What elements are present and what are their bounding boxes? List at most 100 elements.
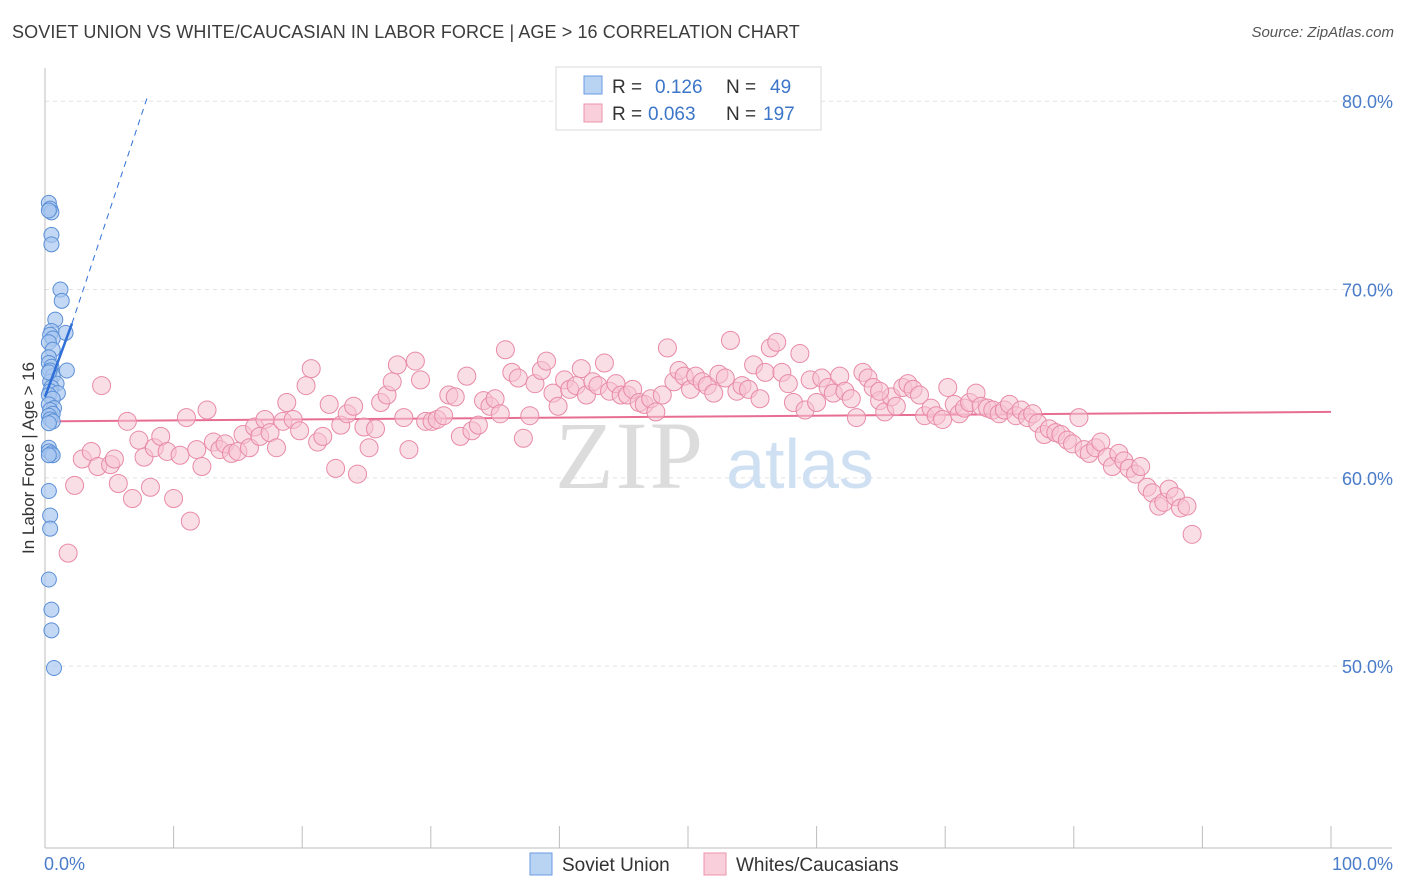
point-whites	[405, 351, 425, 371]
point-whites	[537, 351, 557, 371]
bottom-legend-whites: Whites/Caucasians	[736, 855, 899, 876]
point-soviet	[40, 447, 57, 464]
point-whites	[140, 477, 160, 497]
point-whites	[344, 396, 364, 416]
point-whites	[1177, 496, 1197, 516]
points-soviet	[40, 194, 75, 677]
legend-swatch-soviet	[583, 75, 603, 95]
point-whites	[277, 393, 297, 413]
point-soviet	[46, 660, 63, 677]
point-whites	[841, 389, 861, 409]
point-whites	[445, 387, 465, 407]
legend-r-value: 0.063	[648, 104, 696, 125]
source-label: Source: ZipAtlas.com	[1251, 24, 1394, 41]
point-whites	[164, 489, 184, 509]
point-whites	[434, 406, 454, 426]
point-soviet	[43, 601, 60, 618]
legend-r-label: R =	[612, 77, 642, 98]
y-tick-label: 80.0%	[1342, 92, 1393, 112]
point-whites	[909, 385, 929, 405]
point-whites	[266, 438, 286, 458]
point-whites	[382, 372, 402, 392]
bottom-legend-soviet: Soviet Union	[562, 855, 670, 876]
point-whites	[170, 445, 190, 465]
point-whites	[1131, 457, 1151, 477]
point-whites	[65, 475, 85, 495]
point-whites	[933, 409, 953, 429]
point-whites	[326, 458, 346, 478]
point-whites	[319, 394, 339, 414]
point-whites	[520, 406, 540, 426]
point-soviet	[40, 415, 57, 432]
point-whites	[180, 511, 200, 531]
point-whites	[495, 340, 515, 360]
gridlines	[45, 100, 1392, 667]
point-whites	[366, 419, 386, 439]
point-whites	[176, 408, 196, 428]
legend-box: R = 0.126 N = 49 R = 0.063 N = 197	[555, 66, 822, 131]
trend-line-soviet	[43, 322, 74, 398]
point-whites	[108, 473, 128, 493]
point-whites	[715, 368, 735, 388]
point-whites	[411, 370, 431, 390]
point-whites	[750, 389, 770, 409]
bottom-legend-swatch-whites	[703, 852, 727, 876]
point-soviet	[58, 362, 75, 379]
point-whites	[104, 449, 124, 469]
point-whites	[399, 440, 419, 460]
bottom-legend-swatch-soviet	[529, 852, 553, 876]
point-whites	[192, 457, 212, 477]
point-whites	[870, 381, 890, 401]
point-whites	[457, 366, 477, 386]
point-whites	[755, 362, 775, 382]
point-whites	[187, 440, 207, 460]
legend-r-value: 0.126	[655, 77, 703, 98]
point-whites	[790, 344, 810, 364]
point-whites	[92, 376, 112, 396]
point-whites	[508, 368, 528, 388]
point-whites	[652, 385, 672, 405]
point-whites	[359, 438, 379, 458]
point-whites	[1069, 408, 1089, 428]
point-whites	[197, 400, 217, 420]
point-whites	[704, 383, 724, 403]
point-whites	[117, 411, 137, 431]
legend-r-label: R =	[612, 104, 642, 125]
point-soviet	[42, 520, 59, 537]
point-whites	[296, 376, 316, 396]
legend-n-value: 197	[763, 104, 795, 125]
point-whites	[657, 338, 677, 358]
point-whites	[347, 464, 367, 484]
trend-line-soviet-extension	[71, 95, 149, 324]
point-whites	[720, 330, 740, 350]
x-tick-label: 100.0%	[1332, 854, 1393, 874]
tick-labels: 50.0% 60.0% 70.0% 80.0% 0.0% 100.0%	[44, 92, 1393, 874]
point-soviet	[40, 483, 57, 500]
y-tick-label: 60.0%	[1342, 469, 1393, 489]
point-whites	[122, 489, 142, 509]
point-whites	[301, 359, 321, 379]
point-whites	[548, 396, 568, 416]
point-whites	[778, 374, 798, 394]
point-whites	[313, 426, 333, 446]
point-soviet	[53, 292, 70, 309]
watermark-zip: ZIP	[555, 402, 705, 509]
point-whites	[646, 402, 666, 422]
point-whites	[886, 396, 906, 416]
point-whites	[846, 408, 866, 428]
chart-title: SOVIET UNION VS WHITE/CAUCASIAN IN LABOR…	[12, 22, 800, 42]
points-whites	[58, 330, 1202, 563]
watermark: ZIP atlas	[555, 402, 874, 509]
trend-soviet	[43, 95, 149, 398]
legend-n-value: 49	[770, 77, 791, 98]
y-tick-label: 50.0%	[1342, 657, 1393, 677]
point-whites	[513, 428, 533, 448]
point-whites	[58, 543, 78, 563]
point-whites	[594, 353, 614, 373]
y-tick-label: 70.0%	[1342, 281, 1393, 301]
watermark-atlas: atlas	[726, 425, 874, 503]
point-soviet	[40, 202, 57, 219]
legend-n-label: N =	[726, 77, 756, 98]
point-soviet	[43, 236, 60, 253]
point-soviet	[40, 571, 57, 588]
